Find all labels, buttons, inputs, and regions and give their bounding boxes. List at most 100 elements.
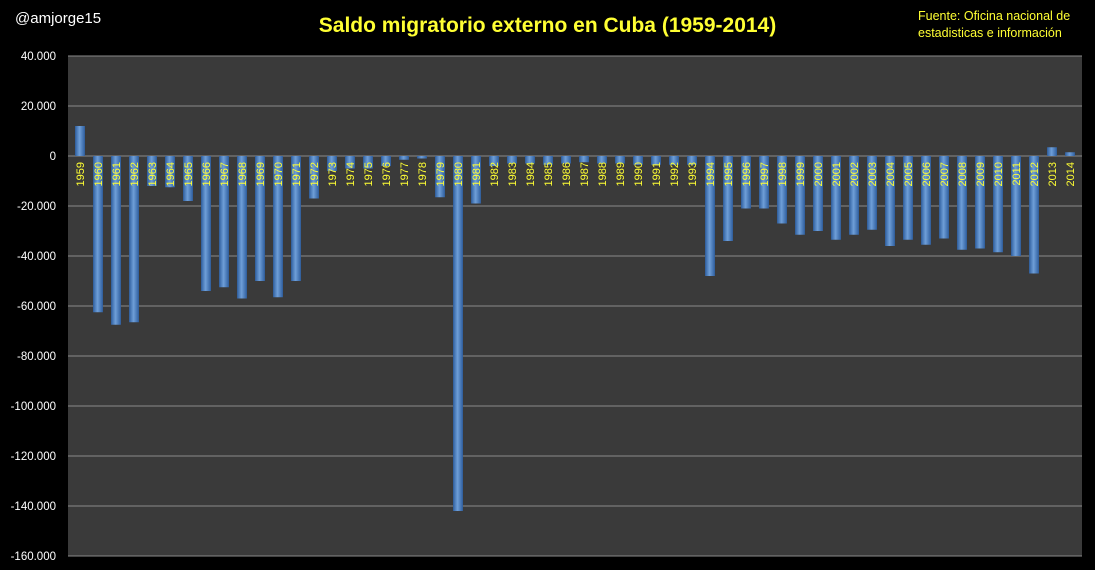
bar-1992 xyxy=(669,156,679,165)
x-tick-label: 1962 xyxy=(129,162,141,186)
bar-1967 xyxy=(219,156,229,288)
bar-2014 xyxy=(1065,152,1075,156)
x-tick-label: 1979 xyxy=(435,162,447,186)
x-tick-label: 2013 xyxy=(1047,162,1059,186)
bar-1978 xyxy=(417,156,427,159)
x-tick-label: 1997 xyxy=(759,162,771,186)
x-tick-label: 1960 xyxy=(93,162,105,186)
x-tick-label: 1999 xyxy=(795,162,807,186)
bar-1985 xyxy=(543,156,553,165)
x-tick-label: 1987 xyxy=(579,162,591,186)
bar-2006 xyxy=(921,156,931,245)
bar-2007 xyxy=(939,156,949,239)
bar-1974 xyxy=(345,156,355,169)
bar-1977 xyxy=(399,156,409,160)
y-tick-label: -20.000 xyxy=(17,201,56,213)
x-tick-label: 1996 xyxy=(741,162,753,186)
y-tick-label: 40.000 xyxy=(21,51,56,63)
y-tick-label: 0 xyxy=(50,151,56,163)
x-tick-label: 1985 xyxy=(543,162,555,186)
bar-1972 xyxy=(309,156,319,199)
bar-1971 xyxy=(291,156,301,281)
bar-2001 xyxy=(831,156,841,240)
x-tick-label: 2001 xyxy=(831,162,843,186)
x-tick-label: 1980 xyxy=(453,162,465,186)
bar-1964 xyxy=(165,156,175,188)
bar-1987 xyxy=(579,156,589,163)
bar-2010 xyxy=(993,156,1003,253)
x-tick-label: 1998 xyxy=(777,162,789,186)
x-tick-label: 1969 xyxy=(255,162,267,186)
x-tick-label: 1971 xyxy=(291,162,303,186)
bar-1960 xyxy=(93,156,103,313)
y-tick-label: -60.000 xyxy=(17,301,56,313)
bar-1980 xyxy=(453,156,463,511)
x-tick-label: 1989 xyxy=(615,162,627,186)
y-tick-label: -160.000 xyxy=(11,551,56,563)
x-tick-label: 1970 xyxy=(273,162,285,186)
x-tick-label: 2014 xyxy=(1065,162,1077,186)
x-tick-label: 2002 xyxy=(849,162,861,186)
y-tick-label: -100.000 xyxy=(11,401,56,413)
bar-1969 xyxy=(255,156,265,281)
bar-1990 xyxy=(633,156,643,165)
bar-1959 xyxy=(75,126,85,156)
x-tick-label: 1963 xyxy=(147,162,159,186)
bar-2012 xyxy=(1029,156,1039,274)
bar-1984 xyxy=(525,156,535,164)
x-tick-label: 2012 xyxy=(1029,162,1041,186)
x-tick-label: 1964 xyxy=(165,162,177,186)
bar-1970 xyxy=(273,156,283,298)
bar-1989 xyxy=(615,156,625,164)
chart-title: Saldo migratorio externo en Cuba (1959-2… xyxy=(318,14,777,37)
x-tick-label: 1965 xyxy=(183,162,195,186)
x-tick-label: 2005 xyxy=(903,162,915,186)
bar-2011 xyxy=(1011,156,1021,256)
bar-1962 xyxy=(129,156,139,323)
bar-1986 xyxy=(561,156,571,164)
x-tick-label: 1984 xyxy=(525,162,537,186)
bar-1995 xyxy=(723,156,733,241)
x-tick-label: 1993 xyxy=(687,162,699,186)
bar-2013 xyxy=(1047,147,1057,156)
bar-2000 xyxy=(813,156,823,231)
bar-1965 xyxy=(183,156,193,201)
x-tick-label: 2007 xyxy=(939,162,951,186)
x-tick-label: 1977 xyxy=(399,162,411,186)
x-tick-label: 1961 xyxy=(111,162,123,186)
source-line-1: Fuente: Oficina nacional de xyxy=(918,9,1071,23)
bar-1988 xyxy=(597,156,607,164)
x-tick-label: 2009 xyxy=(975,162,987,186)
x-tick-label: 1967 xyxy=(219,162,231,186)
x-tick-label: 1983 xyxy=(507,162,519,186)
bar-1991 xyxy=(651,156,661,165)
bar-2008 xyxy=(957,156,967,250)
x-tick-label: 2010 xyxy=(993,162,1005,186)
bar-1999 xyxy=(795,156,805,235)
y-tick-label: -140.000 xyxy=(11,501,56,513)
x-tick-label: 1973 xyxy=(327,162,339,186)
bar-1996 xyxy=(741,156,751,209)
x-tick-label: 1978 xyxy=(417,162,429,186)
bar-2004 xyxy=(885,156,895,246)
bar-1976 xyxy=(381,156,391,166)
x-tick-label: 1986 xyxy=(561,162,573,186)
y-tick-label: -120.000 xyxy=(11,451,56,463)
x-tick-label: 1991 xyxy=(651,162,663,186)
bar-1966 xyxy=(201,156,211,291)
x-tick-label: 2003 xyxy=(867,162,879,186)
x-tick-label: 1990 xyxy=(633,162,645,186)
y-tick-label: -40.000 xyxy=(17,251,56,263)
x-tick-label: 2000 xyxy=(813,162,825,186)
x-tick-label: 1988 xyxy=(597,162,609,186)
x-tick-label: 1992 xyxy=(669,162,681,186)
bar-1994 xyxy=(705,156,715,276)
bar-1993 xyxy=(687,156,697,165)
bar-2003 xyxy=(867,156,877,230)
bar-1998 xyxy=(777,156,787,224)
bar-1997 xyxy=(759,156,769,209)
bar-1973 xyxy=(327,156,337,171)
bar-1963 xyxy=(147,156,157,186)
